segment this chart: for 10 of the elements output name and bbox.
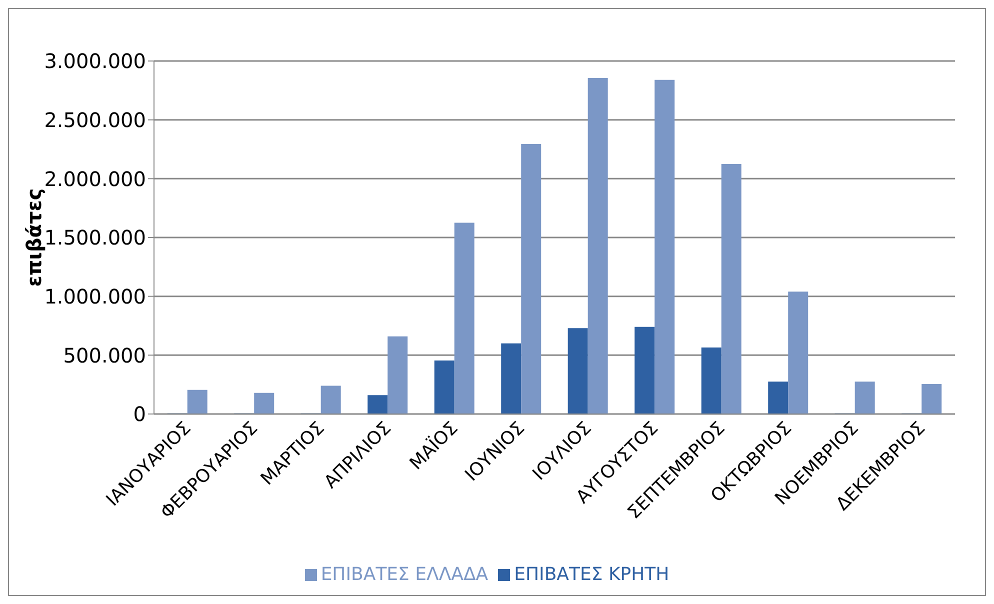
legend-label: ΕΠΙΒΑΤΕΣ ΕΛΛΑΔΑ [320, 564, 488, 585]
y-tick-label: 2.000.000 [44, 166, 146, 191]
y-tick-label: 1.000.000 [44, 284, 146, 308]
y-tick-label: 500.000 [63, 343, 146, 368]
y-tick-label: 3.000.000 [44, 49, 146, 74]
legend-label: ΕΠΙΒΑΤΕΣ ΚΡΗΤΗ [514, 564, 670, 585]
y-tick-label: 2.500.000 [44, 108, 146, 132]
y-tick-label: 1.500.000 [44, 226, 146, 250]
y-tick-label: 0 [133, 402, 146, 426]
y-axis-title: επιβάτες [22, 188, 46, 287]
